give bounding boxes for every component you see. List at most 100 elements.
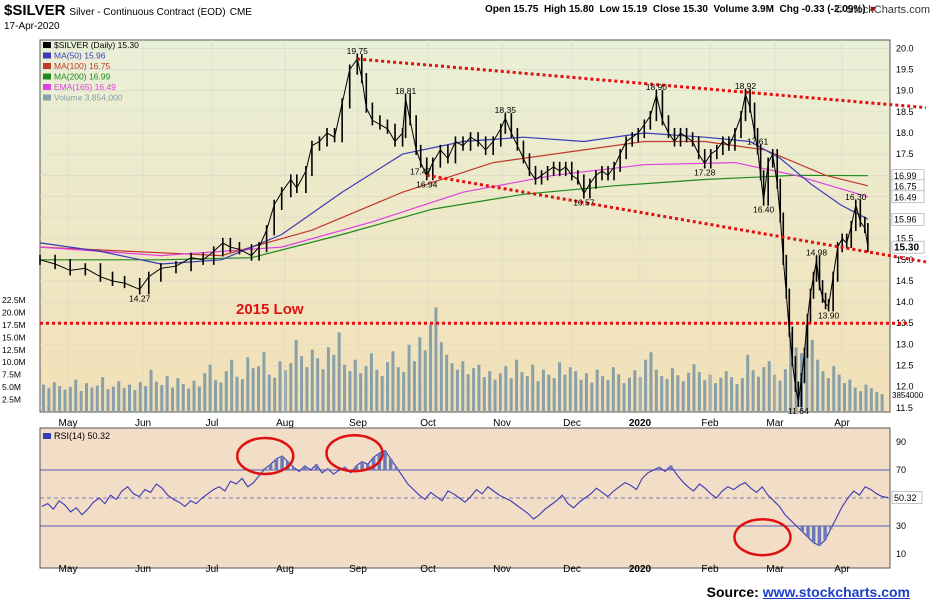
- highlight-circle: [733, 517, 792, 557]
- rsi-x-tick: Jun: [135, 564, 151, 575]
- chart-title: $SILVER Silver - Continuous Contract (EOD…: [4, 2, 252, 19]
- price-label: 17.47: [410, 167, 432, 177]
- volume-bar: [58, 386, 62, 412]
- volume-bar: [676, 375, 680, 412]
- volume-y-tick: 17.5M: [2, 320, 26, 330]
- price-x-tick: Jul: [206, 418, 219, 429]
- volume-bar: [321, 369, 325, 412]
- volume-bar: [520, 372, 524, 412]
- source-label: Source:: [706, 584, 759, 600]
- volume-bar: [203, 373, 207, 412]
- volume-bar: [767, 361, 771, 412]
- volume-bar: [176, 378, 180, 412]
- trendline: [357, 57, 927, 110]
- volume-bar: [391, 351, 395, 412]
- volume-bar: [348, 371, 352, 412]
- rsi-x-tick: Nov: [493, 564, 511, 575]
- volume-bar: [552, 378, 556, 412]
- legend-swatch: [43, 63, 51, 69]
- volume-bar: [171, 387, 175, 412]
- volume-value: 3.9M: [751, 4, 774, 15]
- volume-bar: [316, 358, 320, 412]
- source-credit: Source: www.stockcharts.com: [707, 584, 910, 600]
- volume-bar: [364, 366, 368, 412]
- volume-y-tick: 7.5M: [2, 370, 21, 380]
- price-label: 14.98: [806, 248, 828, 258]
- price-y-tick: 12.0: [896, 382, 914, 392]
- volume-bar: [735, 384, 739, 412]
- volume-bar: [380, 376, 384, 412]
- quote-bar: Open 15.75 High 15.80 Low 15.19 Close 15…: [485, 4, 877, 15]
- rsi-x-tick: Apr: [834, 564, 850, 575]
- volume-bar: [853, 387, 857, 412]
- volume-bar: [283, 370, 287, 412]
- volume-bar: [95, 385, 99, 412]
- volume-bar: [337, 332, 341, 412]
- volume-bar: [359, 373, 363, 412]
- legend-swatch: [43, 84, 51, 90]
- price-y-tick: 20.0: [896, 43, 914, 53]
- volume-bar: [504, 366, 508, 412]
- volume-bar: [525, 376, 529, 412]
- volume-bar: [816, 359, 820, 412]
- high-value: 15.80: [568, 4, 594, 15]
- trendline: [426, 173, 927, 264]
- volume-bar: [681, 381, 685, 412]
- volume-bar: [649, 352, 653, 412]
- source-link[interactable]: www.stockcharts.com: [762, 584, 910, 600]
- volume-bar: [79, 391, 83, 412]
- price-label: 18.90: [646, 82, 668, 92]
- price-x-tick: Sep: [349, 418, 367, 429]
- price-x-tick: Oct: [420, 418, 436, 429]
- price-label: 11.64: [788, 406, 809, 416]
- price-label: 14.27: [129, 293, 151, 303]
- volume-bar: [402, 372, 406, 412]
- volume-bar: [864, 384, 868, 412]
- price-y-tick: 12.5: [896, 361, 914, 371]
- volume-bar: [208, 364, 212, 412]
- volume-bar: [52, 382, 56, 412]
- volume-bar: [692, 364, 696, 412]
- rsi-x-tick: Mar: [766, 564, 784, 575]
- price-x-tick: 2020: [629, 418, 652, 429]
- volume-bar: [214, 380, 218, 412]
- legend-entry: MA(50) 15.96: [54, 51, 106, 61]
- rsi-legend-swatch: [43, 433, 51, 439]
- ma100-line: [39, 140, 869, 257]
- volume-bar: [262, 352, 266, 412]
- value-tag-box: [891, 212, 925, 226]
- price-y-tick: 11.5: [896, 403, 913, 413]
- volume-bar: [472, 368, 476, 412]
- volume-bar: [515, 359, 519, 412]
- volume-bar: [778, 380, 782, 412]
- chart-subtitle: Silver - Continuous Contract (EOD): [69, 7, 226, 18]
- volume-bar: [606, 380, 610, 412]
- volume-y-tick: 2.5M: [2, 395, 21, 405]
- price-plot-area: [39, 39, 891, 413]
- volume-bar: [187, 388, 191, 412]
- volume-bar: [310, 349, 314, 412]
- price-y-tick: 14.0: [896, 297, 914, 307]
- volume-bar: [644, 359, 648, 412]
- volume-bar: [294, 339, 298, 412]
- volume-bar: [439, 342, 443, 412]
- price-x-tick: Nov: [493, 418, 511, 429]
- chg-value: -0.33 (-2.09%): [801, 4, 866, 15]
- volume-bar: [595, 369, 599, 412]
- volume-bar: [251, 368, 255, 412]
- legend-entry: $SILVER (Daily) 15.30: [54, 40, 139, 50]
- price-label: 16.30: [845, 192, 867, 202]
- rsi-y-tick: 70: [896, 465, 906, 475]
- value-tag: 16.49: [894, 192, 917, 202]
- volume-y-tick: 10.0M: [2, 357, 26, 367]
- volume-y-tick: 22.5M: [2, 295, 26, 305]
- volume-bar: [224, 371, 228, 412]
- volume-bar: [611, 367, 615, 412]
- volume-bar: [300, 356, 304, 412]
- volume-bar: [149, 369, 153, 412]
- rsi-x-tick: Feb: [701, 564, 719, 575]
- volume-bar: [197, 386, 201, 412]
- brand-logo: © StockCharts.com: [835, 4, 930, 16]
- ma200-line: [40, 174, 868, 261]
